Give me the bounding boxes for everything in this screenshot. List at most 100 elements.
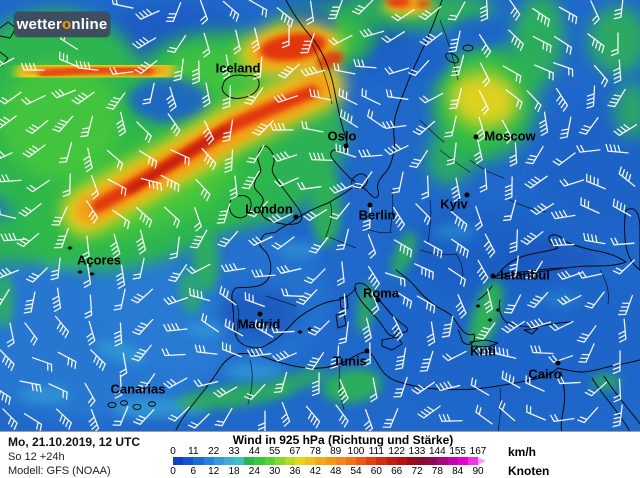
wind-barb xyxy=(470,377,490,396)
wind-barb xyxy=(381,31,406,43)
wind-barb xyxy=(370,290,380,315)
wind-barb xyxy=(435,381,461,392)
wind-barb xyxy=(394,347,407,370)
wind-barb xyxy=(21,95,46,105)
city-label-london: London xyxy=(245,201,293,217)
wind-barb xyxy=(199,0,209,25)
wind-barb xyxy=(336,261,345,286)
wind-barb xyxy=(276,7,294,28)
wind-barb xyxy=(213,386,238,398)
wind-barb xyxy=(0,57,15,69)
wind-barb xyxy=(48,383,68,400)
wind-barb xyxy=(605,143,629,154)
city-dot xyxy=(343,143,349,149)
wind-barb xyxy=(52,115,74,133)
wind-barb xyxy=(19,380,42,393)
wind-barb xyxy=(426,321,436,347)
wind-barb xyxy=(392,206,406,231)
forecast-meta: Mo, 21.10.2019, 12 UTC So 12 +24h Modell… xyxy=(8,435,140,477)
scale-tick: 133 xyxy=(408,446,426,457)
datetime-label: Mo, 21.10.2019, 12 UTC xyxy=(8,435,141,449)
legend-title: Wind in 925 hPa (Richtung und Stärke) xyxy=(232,433,454,447)
wind-barb xyxy=(577,406,599,424)
wind-barb xyxy=(135,8,160,20)
wind-barb xyxy=(385,89,409,100)
wind-barb xyxy=(526,404,546,421)
scale-tick: 167 xyxy=(469,446,487,457)
city-dot xyxy=(464,192,470,198)
wind-barb xyxy=(618,166,636,187)
wind-barb xyxy=(339,109,359,128)
wind-barb xyxy=(527,291,549,309)
wind-barb xyxy=(587,33,605,54)
wind-barb xyxy=(251,27,260,53)
city-dot xyxy=(293,214,299,220)
scale-tick: 67 xyxy=(289,446,301,457)
scale-color-segment xyxy=(264,457,275,465)
wind-barb xyxy=(168,263,188,283)
scale-tick: 24 xyxy=(248,466,260,477)
city-label-kriti: Kriti xyxy=(470,343,496,359)
wind-barb xyxy=(449,87,463,110)
wind-barb xyxy=(311,372,320,397)
scale-color-segment xyxy=(457,457,468,465)
wetteronline-logo[interactable]: wetteronline xyxy=(14,12,110,37)
wind-barb xyxy=(22,144,46,158)
wind-barb xyxy=(590,0,600,25)
wind-barb xyxy=(391,171,404,194)
city-label-oslo: Oslo xyxy=(327,128,357,144)
scale-color-segment xyxy=(274,457,285,465)
wind-barbs-layer xyxy=(0,0,638,431)
wind-barb xyxy=(246,144,265,164)
wind-barb xyxy=(337,379,349,404)
wind-barb xyxy=(6,322,15,348)
wind-barb xyxy=(134,60,158,74)
wind-barb xyxy=(450,54,465,77)
scale-tick: 12 xyxy=(208,466,220,477)
wind-barb xyxy=(450,210,468,232)
logo-accent-o: o xyxy=(62,16,72,33)
wind-barb xyxy=(411,381,435,395)
wind-barb xyxy=(116,111,127,137)
wind-barb xyxy=(509,142,518,167)
wind-barb xyxy=(243,87,264,105)
wind-barb xyxy=(84,382,96,407)
wind-barb xyxy=(586,173,606,190)
wind-barb xyxy=(507,0,521,21)
wind-barb xyxy=(391,8,415,22)
wind-barb xyxy=(163,377,188,389)
scale-tick: 11 xyxy=(188,446,199,457)
scale-color-segment xyxy=(386,457,397,465)
wind-barb xyxy=(328,34,353,46)
wind-barb xyxy=(0,91,22,105)
wind-barb xyxy=(169,236,180,260)
wind-barb xyxy=(352,171,373,189)
scale-tick: 42 xyxy=(309,466,321,477)
wind-barb xyxy=(501,370,521,389)
wind-barb xyxy=(550,237,575,247)
wind-barb xyxy=(362,207,371,231)
wind-barb xyxy=(51,287,62,312)
wind-barb xyxy=(271,236,295,250)
wind-barb xyxy=(361,88,381,105)
wind-barb xyxy=(525,145,544,165)
wind-barb xyxy=(268,212,293,224)
wind-barb xyxy=(0,267,19,279)
wind-barb xyxy=(558,6,578,25)
wind-barb xyxy=(277,63,300,79)
wind-barb xyxy=(140,177,163,192)
scale-tick: 122 xyxy=(388,446,405,457)
wind-barb xyxy=(113,322,123,347)
wind-barb xyxy=(300,32,315,54)
wind-barb xyxy=(0,232,25,242)
scale-tick: 144 xyxy=(428,446,446,457)
wind-barb xyxy=(79,115,94,138)
scale-tick: 30 xyxy=(269,466,281,477)
wind-barb xyxy=(479,0,489,22)
wind-barb xyxy=(189,287,211,302)
wind-barb xyxy=(612,350,621,375)
wind-barb xyxy=(474,205,483,231)
wind-barb xyxy=(306,0,315,25)
wind-field-canvas xyxy=(0,0,640,431)
